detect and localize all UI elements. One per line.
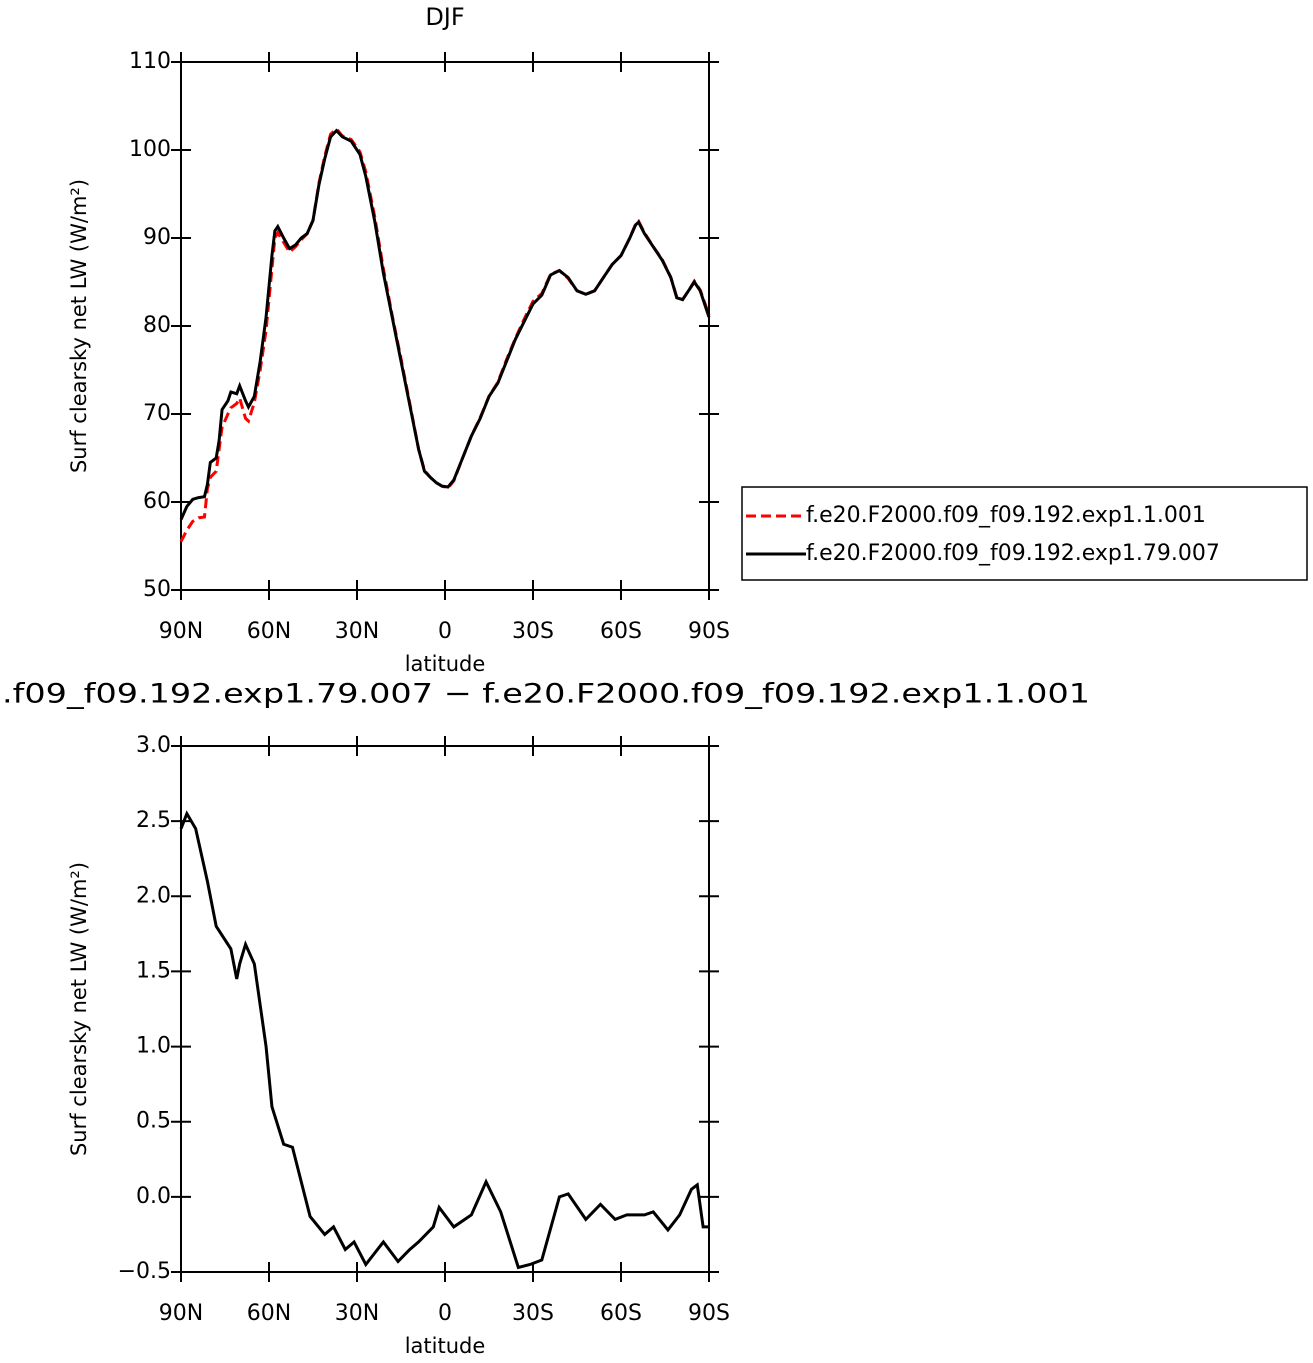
x-tick-label: 0 — [438, 619, 452, 644]
y-tick-label: 100 — [129, 137, 171, 162]
legend-label: f.e20.F2000.f09_f09.192.exp1.1.001 — [806, 503, 1206, 528]
x-tick-label: 60N — [247, 1301, 291, 1326]
x-axis-label: latitude — [405, 652, 486, 676]
x-tick-label: 30S — [512, 1301, 554, 1326]
y-tick-label: 2.5 — [136, 808, 171, 833]
plot-frame — [180, 61, 710, 591]
chart-title: DJF — [425, 3, 464, 31]
series-line — [179, 128, 711, 521]
y-tick-label: 60 — [143, 489, 171, 514]
x-tick-label: 30N — [335, 619, 379, 644]
y-tick-label: 110 — [129, 49, 171, 74]
x-tick-label: 60N — [247, 619, 291, 644]
y-tick-label: 1.0 — [136, 1034, 171, 1059]
x-tick-label: 60S — [600, 619, 642, 644]
series-line — [179, 126, 711, 543]
x-tick-label: 90S — [688, 619, 730, 644]
y-tick-label: −0.5 — [118, 1259, 171, 1284]
y-tick-label: 80 — [143, 313, 171, 338]
y-axis-label: Surf clearsky net LW (W/m²) — [67, 862, 91, 1156]
series-line — [179, 810, 709, 1270]
y-tick-label: 0.5 — [136, 1109, 171, 1134]
x-tick-label: 60S — [600, 1301, 642, 1326]
y-tick-label: 2.0 — [136, 883, 171, 908]
legend-box — [741, 486, 1308, 581]
x-tick-label: 90S — [688, 1301, 730, 1326]
legend-label: f.e20.F2000.f09_f09.192.exp1.79.007 — [806, 541, 1220, 566]
x-axis-label: latitude — [405, 1334, 486, 1358]
x-tick-label: 30S — [512, 619, 554, 644]
y-axis-label: Surf clearsky net LW (W/m²) — [67, 179, 91, 473]
y-tick-label: 90 — [143, 225, 171, 250]
y-tick-label: 70 — [143, 401, 171, 426]
x-tick-label: 90N — [159, 619, 203, 644]
x-tick-label: 0 — [438, 1301, 452, 1326]
x-tick-label: 90N — [159, 1301, 203, 1326]
x-tick-label: 30N — [335, 1301, 379, 1326]
y-tick-label: 0.0 — [136, 1184, 171, 1209]
y-tick-label: 1.5 — [136, 958, 171, 983]
chart-title: .f09_f09.192.exp1.79.007 − f.e20.F2000.f… — [2, 679, 1090, 710]
y-tick-label: 3.0 — [136, 733, 171, 758]
plot-frame — [180, 745, 710, 1273]
y-tick-label: 50 — [143, 577, 171, 602]
